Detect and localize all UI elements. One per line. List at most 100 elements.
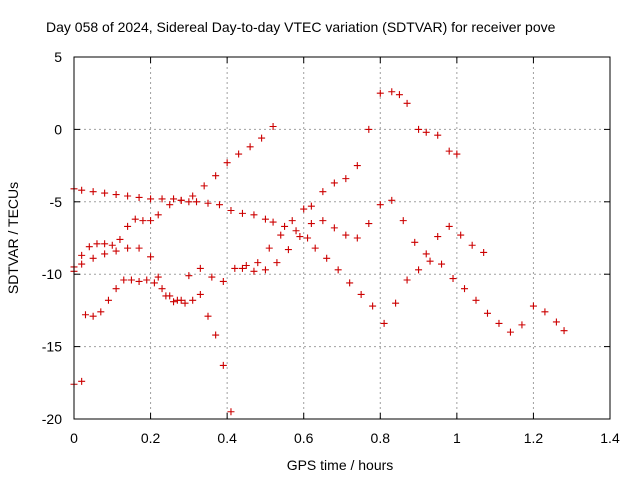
series-track-b xyxy=(70,88,461,306)
data-point xyxy=(124,244,132,252)
data-point xyxy=(483,309,491,317)
data-point xyxy=(265,244,273,252)
data-point xyxy=(85,243,93,251)
data-point xyxy=(330,224,338,232)
data-point xyxy=(166,201,174,209)
y-tick-label: 0 xyxy=(54,121,62,137)
data-point xyxy=(158,195,166,203)
data-point xyxy=(468,241,476,249)
data-point xyxy=(166,292,174,300)
data-point xyxy=(319,188,327,196)
data-point xyxy=(388,88,396,96)
data-point xyxy=(461,285,469,293)
data-point xyxy=(353,162,361,170)
data-point xyxy=(223,159,231,167)
data-point xyxy=(365,220,373,228)
y-tick-label: -10 xyxy=(42,266,62,282)
data-point xyxy=(288,217,296,225)
data-point xyxy=(185,272,193,280)
data-point xyxy=(89,312,97,320)
data-point xyxy=(135,244,143,252)
data-point xyxy=(181,299,189,307)
plot-frame xyxy=(73,56,611,420)
data-point xyxy=(449,275,457,283)
data-point xyxy=(365,125,373,133)
data-point xyxy=(204,312,212,320)
data-point xyxy=(78,377,86,385)
data-point xyxy=(219,277,227,285)
data-point xyxy=(269,123,277,131)
series-track-a xyxy=(70,185,568,336)
data-points xyxy=(70,88,568,416)
data-point xyxy=(323,254,331,262)
data-point xyxy=(112,285,120,293)
data-point xyxy=(438,260,446,268)
data-point xyxy=(346,279,354,287)
x-tick-label: 1.4 xyxy=(600,430,620,446)
data-point xyxy=(392,299,400,307)
data-point xyxy=(78,251,86,259)
data-point xyxy=(445,147,453,155)
data-point xyxy=(78,186,86,194)
data-point xyxy=(212,172,220,180)
data-point xyxy=(304,234,312,242)
data-point xyxy=(104,296,112,304)
data-point xyxy=(193,198,201,206)
data-point xyxy=(212,331,220,339)
data-point xyxy=(147,217,155,225)
data-point xyxy=(261,215,269,223)
data-point xyxy=(277,231,285,239)
data-point xyxy=(154,211,162,219)
data-point xyxy=(480,248,488,256)
series-track-c xyxy=(70,123,277,271)
data-point xyxy=(170,298,178,306)
data-point xyxy=(284,246,292,254)
data-point xyxy=(369,302,377,310)
data-point xyxy=(120,276,128,284)
data-point xyxy=(434,233,442,241)
series-track-d xyxy=(70,196,488,416)
y-tick-label: 5 xyxy=(54,49,62,65)
data-point xyxy=(311,244,319,252)
axis-ticks xyxy=(73,56,611,420)
data-point xyxy=(177,196,185,204)
data-point xyxy=(495,319,503,327)
grid-lines xyxy=(74,57,610,419)
data-point xyxy=(250,267,258,275)
data-point xyxy=(124,222,132,230)
data-point xyxy=(131,215,139,223)
data-point xyxy=(380,319,388,327)
data-point xyxy=(78,260,86,268)
data-point xyxy=(127,276,135,284)
data-point xyxy=(154,273,162,281)
data-point xyxy=(208,273,216,281)
data-point xyxy=(269,218,277,226)
x-tick-label: 1.2 xyxy=(524,430,544,446)
x-tick-label: 0.2 xyxy=(141,430,161,446)
data-point xyxy=(445,222,453,230)
data-point xyxy=(147,195,155,203)
data-point xyxy=(434,131,442,139)
data-point xyxy=(529,302,537,310)
data-point xyxy=(254,259,262,267)
data-point xyxy=(139,217,147,225)
data-point xyxy=(238,264,246,272)
data-point xyxy=(292,227,300,235)
data-point xyxy=(158,285,166,293)
data-point xyxy=(112,247,120,255)
data-point xyxy=(215,201,223,209)
x-tick-label: 0.4 xyxy=(217,430,237,446)
x-axis-label: GPS time / hours xyxy=(287,457,394,473)
data-point xyxy=(97,308,105,316)
data-point xyxy=(101,189,109,197)
data-point xyxy=(353,234,361,242)
data-point xyxy=(219,361,227,369)
y-axis-label: SDTVAR / TECUs xyxy=(5,182,21,294)
data-point xyxy=(560,327,568,335)
data-point xyxy=(93,240,101,248)
data-point xyxy=(101,240,109,248)
data-point xyxy=(307,220,315,228)
data-point xyxy=(472,296,480,304)
data-point xyxy=(89,188,97,196)
data-point xyxy=(422,128,430,136)
